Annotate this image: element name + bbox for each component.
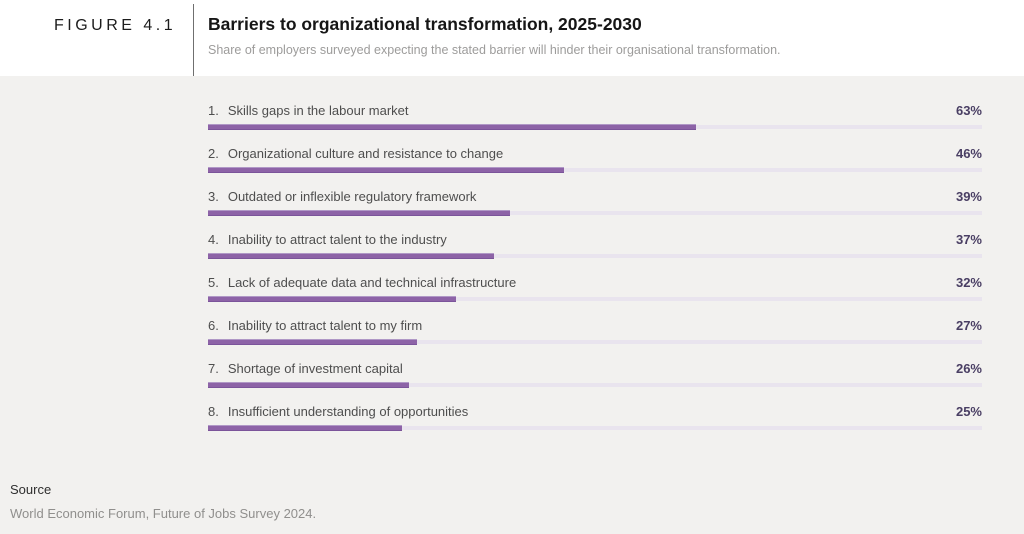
- bar-track: [208, 297, 982, 301]
- header-divider: [193, 4, 194, 76]
- barrier-rank: 3.: [208, 189, 219, 204]
- barrier-rank: 5.: [208, 275, 219, 290]
- source-label: Source: [10, 482, 52, 497]
- chart-subtitle: Share of employers surveyed expecting th…: [208, 43, 781, 57]
- barrier-rank: 2.: [208, 146, 219, 161]
- barrier-label-text: Skills gaps in the labour market: [227, 103, 409, 118]
- barrier-value: 63%: [955, 103, 982, 118]
- header-text: Barriers to organizational transformatio…: [208, 14, 781, 57]
- barrier-row: 5. Lack of adequate data and technical in…: [208, 275, 982, 302]
- barrier-rank: 8.: [208, 404, 219, 419]
- barrier-row-head: 3. Outdated or inflexible regulatory fram…: [208, 189, 982, 205]
- bar-fill: [208, 425, 402, 431]
- barrier-row-head: 8. Insufficient understanding of opportun…: [208, 404, 982, 420]
- bar-wrap: [208, 339, 982, 345]
- chart-title: Barriers to organizational transformatio…: [208, 14, 642, 34]
- barrier-label: 4. Inability to attract talent to the ind…: [208, 232, 447, 248]
- bar-fill: [208, 253, 495, 259]
- bar-fill: [208, 382, 410, 388]
- bar-track: [208, 254, 982, 258]
- barrier-row: 1. Skills gaps in the labour market 63%: [208, 103, 982, 130]
- barrier-label-text: Lack of adequate data and technical infr…: [227, 275, 517, 290]
- bar-wrap: [208, 167, 982, 173]
- barrier-value: 46%: [955, 146, 982, 161]
- barrier-row: 7. Shortage of investment capital 26%: [208, 361, 982, 388]
- barrier-row-head: 2. Organizational culture and resistance …: [208, 146, 982, 162]
- figure-number: FIGURE 4.1: [54, 17, 177, 34]
- barrier-row: 6. Inability to attract talent to my firm…: [208, 318, 982, 345]
- barrier-row: 2. Organizational culture and resistance …: [208, 146, 982, 173]
- barrier-label: 1. Skills gaps in the labour market: [208, 103, 409, 119]
- barrier-label: 6. Inability to attract talent to my firm: [208, 318, 422, 334]
- barrier-row-head: 6. Inability to attract talent to my firm…: [208, 318, 982, 334]
- chart-panel: 1. Skills gaps in the labour market 63% 2…: [0, 76, 1024, 534]
- barrier-row-head: 1. Skills gaps in the labour market 63%: [208, 103, 982, 119]
- bar-wrap: [208, 124, 982, 130]
- barrier-label-text: Inability to attract talent to the indus…: [227, 232, 447, 247]
- barrier-label-text: Inability to attract talent to my firm: [227, 318, 423, 333]
- barrier-rank: 7.: [208, 361, 219, 376]
- barrier-label: 5. Lack of adequate data and technical in…: [208, 275, 516, 291]
- barrier-rank: 6.: [208, 318, 219, 333]
- barrier-row-head: 7. Shortage of investment capital 26%: [208, 361, 982, 377]
- barrier-value: 27%: [955, 318, 982, 333]
- barrier-row: 4. Inability to attract talent to the ind…: [208, 232, 982, 259]
- barrier-label: 7. Shortage of investment capital: [208, 361, 403, 377]
- bar-track: [208, 211, 982, 215]
- barrier-label-text: Insufficient understanding of opportunit…: [227, 404, 469, 419]
- bar-wrap: [208, 382, 982, 388]
- bar-wrap: [208, 253, 982, 259]
- bar-fill: [208, 167, 565, 173]
- bar-fill: [208, 296, 456, 302]
- chart-rows: 1. Skills gaps in the labour market 63% 2…: [208, 103, 982, 431]
- bar-wrap: [208, 210, 982, 216]
- bar-wrap: [208, 296, 982, 302]
- barrier-label-text: Outdated or inflexible regulatory framew…: [227, 189, 477, 204]
- barrier-label: 8. Insufficient understanding of opportun…: [208, 404, 468, 420]
- bar-wrap: [208, 425, 982, 431]
- bar-fill: [208, 339, 417, 345]
- bar-fill: [208, 124, 696, 130]
- barrier-rank: 4.: [208, 232, 219, 247]
- source-text: World Economic Forum, Future of Jobs Sur…: [10, 506, 317, 521]
- barrier-value: 39%: [955, 189, 982, 204]
- bar-track: [208, 168, 982, 172]
- source-footer: Source World Economic Forum, Future of J…: [10, 482, 316, 521]
- bar-track: [208, 340, 982, 344]
- barrier-value: 37%: [955, 232, 982, 247]
- bar-chart: 1. Skills gaps in the labour market 63% 2…: [208, 103, 982, 447]
- barrier-value: 32%: [955, 275, 982, 290]
- barrier-label: 2. Organizational culture and resistance …: [208, 146, 503, 162]
- barrier-value: 25%: [955, 404, 982, 419]
- barrier-label: 3. Outdated or inflexible regulatory fram…: [208, 189, 476, 205]
- bar-track: [208, 426, 982, 430]
- barrier-label-text: Shortage of investment capital: [227, 361, 403, 376]
- barrier-row: 8. Insufficient understanding of opportun…: [208, 404, 982, 431]
- barrier-row: 3. Outdated or inflexible regulatory fram…: [208, 189, 982, 216]
- barrier-label-text: Organizational culture and resistance to…: [227, 146, 504, 161]
- figure-header: FIGURE 4.1 Barriers to organizational tr…: [0, 0, 1024, 76]
- barrier-value: 26%: [955, 361, 982, 376]
- bar-track: [208, 383, 982, 387]
- barrier-rank: 1.: [208, 103, 219, 118]
- bar-fill: [208, 210, 510, 216]
- barrier-row-head: 4. Inability to attract talent to the ind…: [208, 232, 982, 248]
- barrier-row-head: 5. Lack of adequate data and technical in…: [208, 275, 982, 291]
